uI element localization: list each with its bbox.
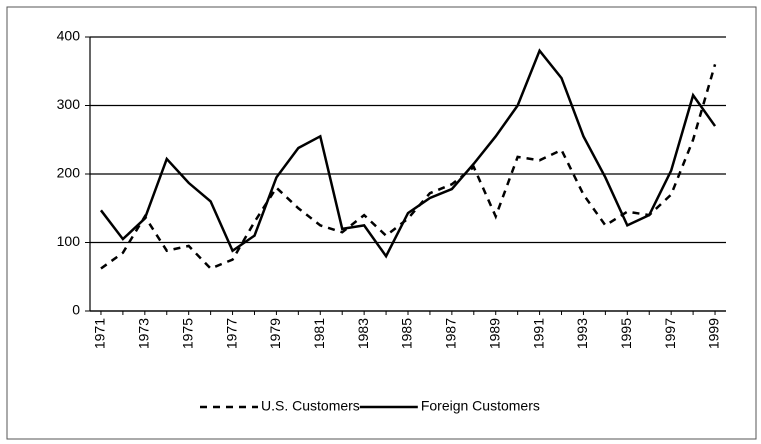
x-tick-label: 1977 [223,318,239,349]
series-line [100,64,717,271]
y-tick-label: 0 [72,302,80,318]
x-tick-label: 1989 [486,318,502,349]
x-tick-label: 1987 [443,318,459,349]
x-tick-label: 1993 [574,318,590,349]
x-tick-label: 1985 [399,318,415,349]
x-tick-label: 1995 [618,318,634,349]
x-tick-label: 1973 [136,318,152,349]
legend-label: Foreign Customers [421,398,540,414]
x-tick-label: 1971 [92,318,108,349]
x-tick-label: 1999 [706,318,722,349]
x-tick-label: 1997 [662,318,678,349]
chart-frame [6,6,757,440]
x-tick-label: 1991 [530,318,546,349]
y-tick-label: 200 [57,165,81,181]
x-tick-label: 1981 [311,318,327,349]
y-tick-label: 400 [57,28,81,44]
legend-label: U.S. Customers [261,398,360,414]
x-tick-label: 1975 [179,318,195,349]
y-tick-label: 300 [57,96,81,112]
series-line [99,48,717,259]
x-tick-label: 1983 [355,318,371,349]
y-tick-label: 100 [57,233,81,249]
x-tick-label: 1979 [267,318,283,349]
